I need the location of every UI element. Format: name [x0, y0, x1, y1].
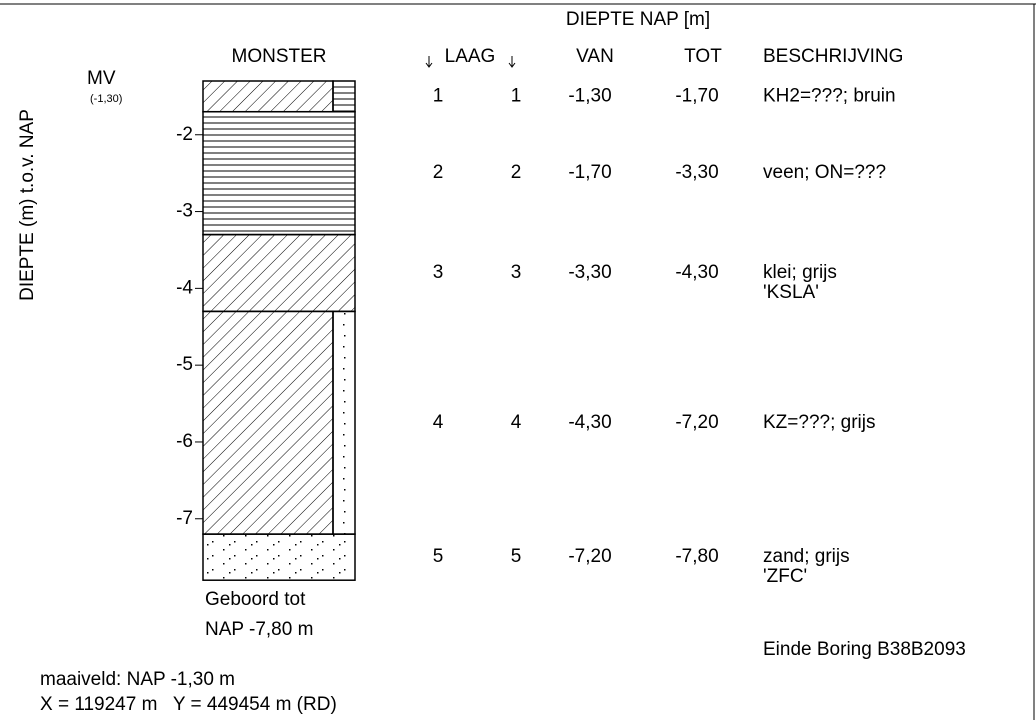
- layer-fill: [202, 533, 356, 581]
- layer-strip: [332, 310, 356, 535]
- van: -4,30: [568, 412, 611, 433]
- laag-number: 1: [433, 85, 444, 106]
- tick-label: -7: [176, 508, 193, 529]
- tot: -7,20: [675, 412, 718, 433]
- laag-number: 1: [511, 85, 522, 106]
- tot: -3,30: [675, 162, 718, 183]
- tick-label: -5: [176, 354, 193, 375]
- layer-fill: [202, 80, 334, 113]
- tick-label: -6: [176, 431, 193, 452]
- axis-label: DIEPTE (m) t.o.v. NAP: [17, 109, 38, 301]
- tot: -4,30: [675, 262, 718, 283]
- description: klei; grijs: [763, 262, 837, 283]
- description: 'ZFC': [763, 566, 807, 587]
- bottom-line: NAP -7,80 m: [205, 619, 313, 640]
- description: KZ=???; grijs: [763, 412, 875, 433]
- tick-label: -3: [176, 201, 193, 222]
- layer-fill: [202, 233, 356, 313]
- laag-number: 4: [433, 412, 444, 433]
- laag-number: 5: [511, 546, 522, 567]
- tick-label: -4: [176, 277, 193, 298]
- description: KH2=???; bruin: [763, 85, 896, 106]
- bottom-line: Geboord tot: [205, 589, 306, 610]
- header-beschrijving: BESCHRIJVING: [763, 46, 903, 67]
- van: -3,30: [568, 262, 611, 283]
- description: zand; grijs: [763, 546, 850, 567]
- header-van: VAN: [576, 46, 614, 67]
- end-label: Einde Boring B38B2093: [763, 639, 966, 660]
- description: veen; ON=???: [763, 162, 886, 183]
- tot: -1,70: [675, 85, 718, 106]
- header-tot: TOT: [684, 46, 722, 67]
- van: -7,20: [568, 546, 611, 567]
- laag-number: 5: [433, 546, 444, 567]
- footer-line: X = 119247 m Y = 449454 m (RD): [40, 694, 337, 715]
- mv-label: MV: [87, 68, 116, 89]
- layer-strip: [332, 80, 356, 113]
- laag-number: 2: [433, 162, 444, 183]
- tick-label: -2: [176, 124, 193, 145]
- laag-number: 2: [511, 162, 522, 183]
- tot: -7,80: [675, 546, 718, 567]
- mv-level: (-1,30): [90, 93, 122, 105]
- description: 'KSLA': [763, 282, 819, 303]
- laag-arrows: [425, 56, 516, 68]
- van: -1,70: [568, 162, 611, 183]
- header-laag: LAAG: [445, 46, 496, 67]
- laag-number: 3: [433, 262, 444, 283]
- header-monster: MONSTER: [232, 46, 327, 67]
- footer-line: maaiveld: NAP -1,30 m: [40, 669, 235, 690]
- van: -1,30: [568, 85, 611, 106]
- layer-fill: [202, 110, 356, 236]
- layer-fill: [202, 310, 334, 535]
- laag-number: 4: [511, 412, 522, 433]
- header-group: DIEPTE NAP [m]: [566, 9, 710, 30]
- laag-number: 3: [511, 262, 522, 283]
